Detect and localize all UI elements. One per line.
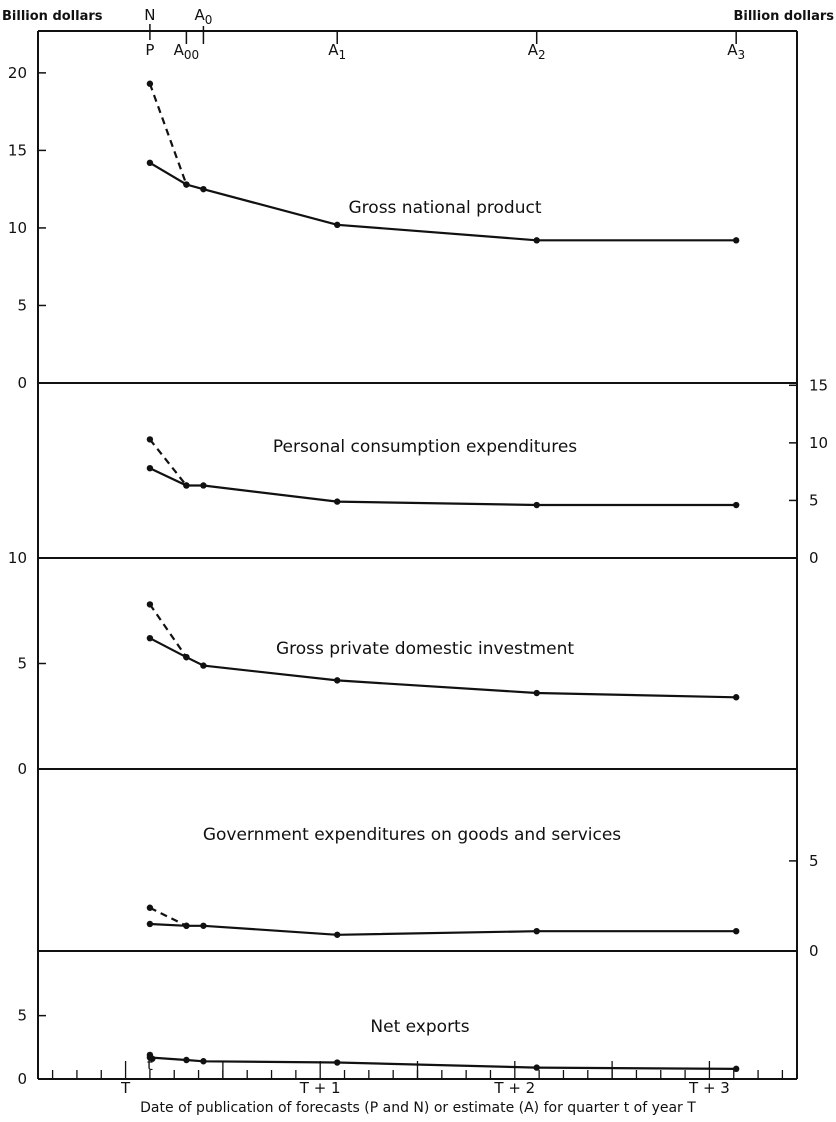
y-tick-label: 0 [17, 1070, 27, 1088]
data-point [200, 662, 206, 668]
y-tick-label: 5 [17, 655, 27, 673]
y-tick-label: 10 [8, 219, 27, 237]
panel-1: 0 5 10 15 Personal consumption expenditures [147, 376, 828, 567]
data-point [200, 482, 206, 488]
panel-title: Gross private domestic investment [276, 639, 574, 659]
y-tick-label: 15 [809, 376, 828, 394]
x-tick-label: T + 3 [688, 1079, 730, 1097]
y-tick-label: 0 [809, 549, 819, 567]
right-unit-label: Billion dollars [733, 9, 834, 24]
data-point [147, 601, 153, 607]
panel-title: Personal consumption expenditures [273, 437, 577, 457]
data-point [733, 237, 739, 243]
panel-2: 0 5 10 Gross private domestic investment [8, 549, 739, 778]
data-point [147, 436, 153, 442]
data-point [147, 81, 153, 87]
data-point [147, 921, 153, 927]
data-point [200, 186, 206, 192]
y-tick-label: 5 [17, 1007, 27, 1025]
y-tick-label: 0 [17, 374, 27, 392]
chart-marks: NP A00 A0 A1 A2 A3 0 5 10 15 20 Gross national prod… [8, 6, 828, 1097]
y-tick-label: 0 [809, 942, 819, 960]
top-marker-P: P [145, 41, 154, 59]
panel-title: Government expenditures on goods and ser… [203, 825, 621, 845]
top-marker-A1: A1 [328, 41, 346, 62]
data-point [334, 1059, 340, 1065]
y-tick-label: 15 [8, 141, 27, 159]
data-point [200, 923, 206, 929]
panel-3: 0 5 Government expenditures on goods and s… [147, 825, 819, 960]
series-line-solid [150, 468, 736, 505]
top-marker-A00: A00 [174, 41, 200, 62]
data-point [534, 690, 540, 696]
y-tick-label: 0 [17, 760, 27, 778]
left-unit-label: Billion dollars [2, 9, 103, 24]
data-point [334, 498, 340, 504]
data-point [183, 654, 189, 660]
series-line-dashed [150, 439, 187, 485]
data-point [183, 181, 189, 187]
data-point [200, 1058, 206, 1064]
series-line-dashed [150, 84, 187, 185]
data-point [147, 905, 153, 911]
data-point [733, 502, 739, 508]
x-tick-label: T + 1 [299, 1079, 341, 1097]
panel-0: 0 5 10 15 20 Gross national product [8, 64, 739, 392]
x-tick-label: T [120, 1079, 131, 1097]
data-point [147, 160, 153, 166]
series-line-dashed [150, 604, 187, 657]
x-axis-caption: Date of publication of forecasts (P and … [140, 1100, 696, 1116]
series-line-solid [150, 924, 736, 935]
top-marker-A3: A3 [727, 41, 745, 62]
data-point [733, 694, 739, 700]
data-point [183, 923, 189, 929]
series-line-solid [150, 1058, 736, 1069]
panel-title: Gross national product [349, 198, 542, 218]
data-point [534, 502, 540, 508]
y-tick-label: 5 [17, 296, 27, 314]
y-tick-label: 5 [809, 491, 819, 509]
data-point [147, 635, 153, 641]
top-marker-N: N [144, 6, 155, 24]
data-point [534, 928, 540, 934]
y-tick-label: 10 [809, 434, 828, 452]
data-point [147, 465, 153, 471]
top-marker-A0: A0 [194, 6, 212, 27]
data-point [534, 237, 540, 243]
data-point [334, 677, 340, 683]
t-marker-label: t [147, 1056, 153, 1074]
top-marker-A2: A2 [528, 41, 546, 62]
x-tick-label: T + 2 [493, 1079, 535, 1097]
data-point [183, 1057, 189, 1063]
y-tick-label: 10 [8, 549, 27, 567]
data-point [534, 1064, 540, 1070]
data-point [183, 482, 189, 488]
data-point [733, 928, 739, 934]
series-line-dashed [150, 908, 187, 926]
data-point [334, 222, 340, 228]
y-tick-label: 20 [8, 64, 27, 82]
data-point [334, 932, 340, 938]
panel-title: Net exports [370, 1017, 469, 1037]
y-tick-label: 5 [809, 852, 819, 870]
